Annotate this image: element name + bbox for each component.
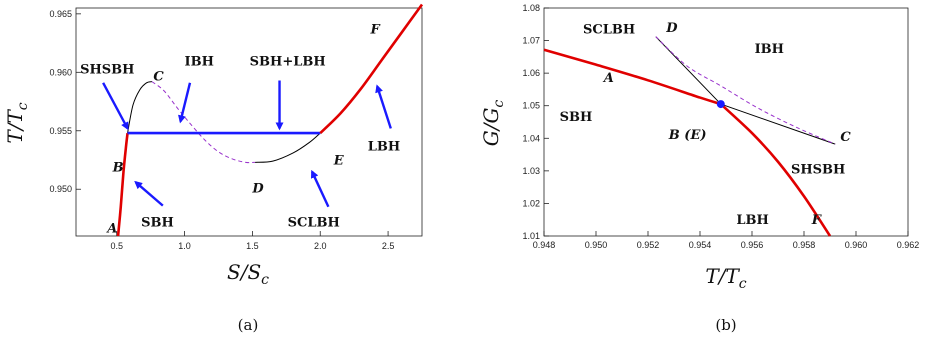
x-tick-label: 0.960 bbox=[845, 240, 868, 250]
y-tick-label: 0.960 bbox=[49, 67, 72, 77]
x-tick-label: 0.952 bbox=[637, 240, 660, 250]
series-metastable-sbh bbox=[127, 81, 153, 134]
panel-b: 0.948 0.950 0.952 0.954 0.956 0.958 0.960 0.962… bbox=[479, 3, 919, 334]
y-tick-label: 0.950 bbox=[49, 184, 72, 194]
critical-point-marker bbox=[716, 100, 725, 109]
annotation-lbh: LBH bbox=[368, 140, 400, 155]
series-stable-lbh bbox=[319, 3, 424, 135]
x-tick-label: 0.950 bbox=[585, 240, 608, 250]
series-metastable-lbh bbox=[255, 132, 321, 163]
y-tick-label: 0.965 bbox=[49, 9, 72, 19]
panel-b-ylabel: G/Gc bbox=[479, 100, 507, 147]
panel-b-caption: (b) bbox=[715, 316, 736, 334]
label-a: A bbox=[602, 71, 614, 86]
annotation-sbh: SBH bbox=[141, 216, 174, 231]
label-d: D bbox=[665, 21, 678, 36]
label-b-e: B (E) bbox=[668, 128, 707, 143]
y-tick-label: 1.08 bbox=[522, 3, 540, 13]
x-tick-label: 1.0 bbox=[178, 241, 191, 251]
x-tick-label: 0.954 bbox=[689, 240, 712, 250]
point-label-b: B bbox=[112, 161, 124, 176]
series-metastable-sbh bbox=[720, 103, 836, 145]
x-tick-label: 1.5 bbox=[246, 241, 259, 251]
y-tick-label: 1.06 bbox=[522, 68, 540, 78]
point-label-e: E bbox=[333, 154, 345, 169]
panel-b-xlabel: T/Tc bbox=[705, 264, 746, 292]
y-tick-label: 1.04 bbox=[522, 133, 540, 143]
panel-b-frame bbox=[543, 7, 909, 237]
panel-a-ylabel: T/Tc bbox=[3, 102, 31, 143]
point-label-d: D bbox=[251, 182, 264, 197]
label-c: C bbox=[840, 130, 851, 145]
arrow-shsbh bbox=[102, 82, 129, 131]
label-ibh: IBH bbox=[755, 42, 784, 57]
y-tick-label: 0.955 bbox=[49, 126, 72, 136]
annotation-ibh: IBH bbox=[185, 54, 214, 69]
x-tick-label: 0.958 bbox=[793, 240, 816, 250]
y-tick-label: 1.07 bbox=[522, 36, 540, 46]
arrow-lbh bbox=[375, 84, 392, 129]
series-sbh-branch bbox=[543, 48, 722, 106]
arrow-sclbh bbox=[310, 169, 330, 208]
point-label-f: F bbox=[369, 23, 380, 38]
y-tick-label: 1.01 bbox=[522, 231, 540, 241]
x-tick-label: 0.956 bbox=[741, 240, 764, 250]
panel-a-caption: (a) bbox=[238, 316, 259, 334]
x-tick-label: 0.5 bbox=[110, 241, 123, 251]
panel-a-xlabel: S/Sc bbox=[227, 260, 269, 288]
label-sbh: SBH bbox=[560, 110, 593, 125]
point-label-c: C bbox=[153, 69, 164, 84]
point-label-a: A bbox=[105, 221, 117, 236]
label-sclbh: SCLBH bbox=[583, 22, 635, 37]
y-tick-label: 1.05 bbox=[522, 101, 540, 111]
series-unstable-ibh bbox=[655, 36, 836, 145]
x-tick-label: 2.0 bbox=[314, 241, 327, 251]
annotation-sbh-lbh: SBH+LBH bbox=[250, 54, 326, 69]
series-unstable-ibh bbox=[151, 81, 256, 164]
x-tick-label: 0.948 bbox=[533, 240, 556, 250]
label-shsbh: SHSBH bbox=[791, 162, 845, 177]
series-lbh-branch bbox=[719, 103, 832, 237]
x-tick-label: 0.962 bbox=[897, 240, 920, 250]
label-f: F bbox=[811, 213, 822, 228]
annotation-sclbh: SCLBH bbox=[288, 216, 340, 231]
arrow-sbh bbox=[134, 180, 164, 207]
y-tick-label: 1.03 bbox=[522, 166, 540, 176]
x-tick-label: 2.5 bbox=[382, 241, 395, 251]
y-tick-label: 1.02 bbox=[522, 198, 540, 208]
annotation-shsbh: SHSBH bbox=[80, 62, 134, 77]
panel-a-frame bbox=[75, 7, 423, 237]
label-lbh: LBH bbox=[736, 213, 768, 228]
arrow-ibh bbox=[178, 82, 192, 124]
panel-a: 0.5 1.0 1.5 2.0 2.5 0.950 0.955 0.960 0.965 SHSB… bbox=[3, 3, 424, 334]
series-stable-sbh bbox=[116, 132, 129, 237]
